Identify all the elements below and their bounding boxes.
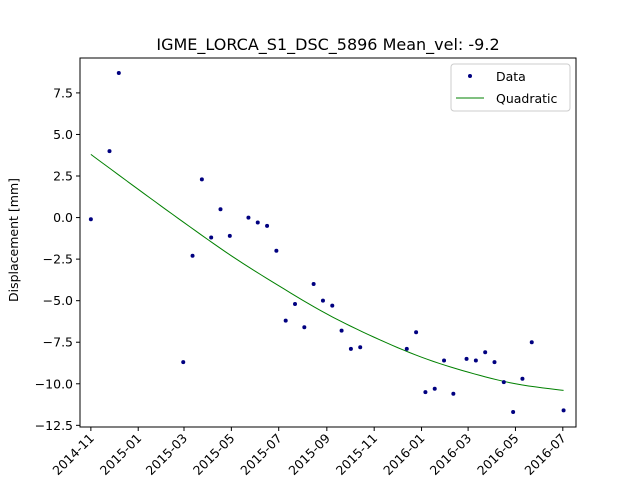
plot-area-frame [79,57,577,428]
data-point [473,358,478,363]
data-point [358,345,363,350]
y-tick-label: −7.5 [43,335,73,350]
data-point [432,386,437,391]
data-point [423,390,428,395]
data-point [492,360,497,365]
data-point [414,330,419,335]
y-axis: 7.5 5.0 2.5 0.0 −2.5 −5.0 −7.5 −10.0 −12.5 [35,85,80,433]
data-point [561,408,566,413]
y-tick-label: 5.0 [53,127,73,142]
data-point [274,248,279,253]
data-point [255,220,260,225]
y-tick-label: −2.5 [43,252,73,267]
data-point [339,328,344,333]
x-tick-label: 2015-07 [237,431,285,479]
y-tick-label: 2.5 [53,169,73,184]
data-point [246,215,251,220]
data-point [302,325,307,330]
data-point [442,358,447,363]
data-point [320,298,325,303]
legend-label-data: Data [496,69,526,84]
x-tick-label: 2015-05 [190,431,238,479]
data-point [190,253,195,258]
x-tick-label: 2016-07 [521,431,569,479]
data-point [404,346,409,351]
data-point [88,217,93,222]
data-point [283,318,288,323]
data-point [464,356,469,361]
x-tick-label: 2016-03 [427,431,475,479]
x-tick-label: 2015-09 [285,430,333,478]
legend-data-marker [468,74,472,78]
y-tick-label: 7.5 [53,85,73,100]
data-point [483,350,488,355]
data-point [181,360,186,365]
data-point [265,223,270,228]
x-tick-label: 2016-01 [380,431,428,479]
x-tick-label: 2015-01 [97,431,145,479]
data-point [511,410,516,415]
legend-label-quadratic: Quadratic [496,91,558,106]
y-tick-label: −12.5 [35,418,73,433]
data-point [209,235,214,240]
chart-title: IGME_LORCA_S1_DSC_5896 Mean_vel: -9.2 [156,35,499,55]
y-tick-label: 0.0 [53,210,73,225]
data-point [501,380,506,385]
y-tick-label: −10.0 [35,376,73,391]
data-point [218,207,223,212]
data-point [311,282,316,287]
legend-box [450,63,571,112]
data-point [330,303,335,308]
data-point [107,149,112,154]
legend: Data Quadratic [450,63,571,112]
y-tick-label: −5.0 [43,293,73,308]
data-point [293,302,298,306]
x-tick-label: 2015-03 [143,431,191,479]
data-point [227,233,232,238]
data-point [451,391,456,396]
x-tick-label: 2015-11 [333,431,381,479]
data-point [529,340,534,345]
data-point [199,177,204,182]
x-tick-label: 2016-05 [474,431,522,479]
data-point [520,376,525,381]
x-tick-label: 2014-11 [49,431,97,479]
data-point [348,346,353,351]
plot-area [88,70,566,415]
y-axis-label: Displacement [mm] [6,178,21,302]
quadratic-fit-line [90,154,564,391]
data-point [116,70,121,75]
